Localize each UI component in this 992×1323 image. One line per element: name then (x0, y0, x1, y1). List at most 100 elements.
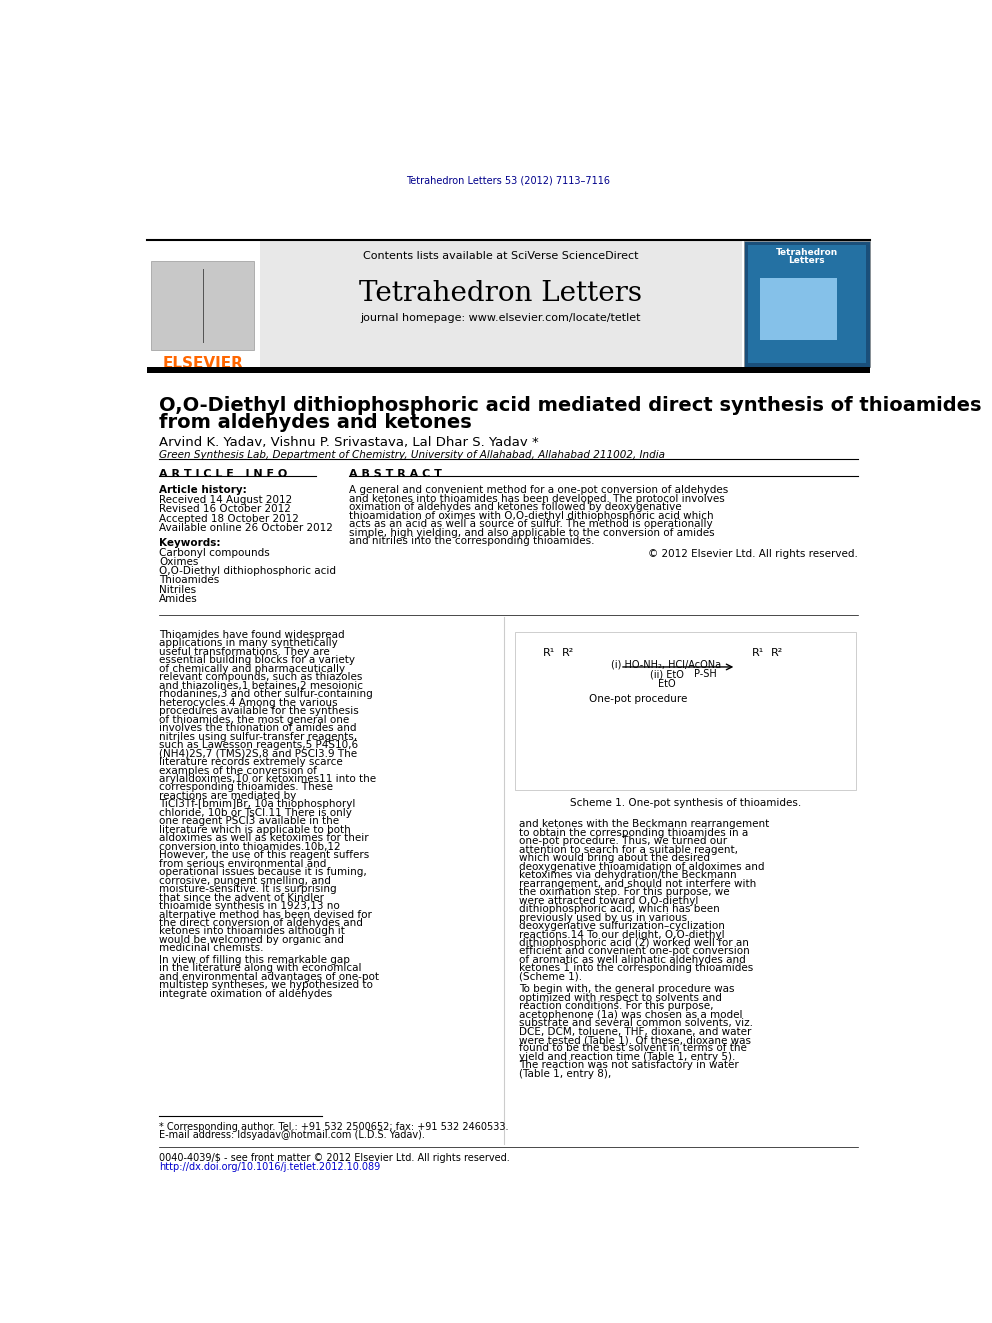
Text: Oximes: Oximes (159, 557, 198, 566)
Text: ketoximes via dehydration/the Beckmann: ketoximes via dehydration/the Beckmann (519, 871, 737, 880)
Text: A B S T R A C T: A B S T R A C T (349, 470, 441, 479)
Text: R²: R² (561, 648, 574, 658)
Text: Carbonyl compounds: Carbonyl compounds (159, 548, 270, 557)
Bar (748, 245, 866, 363)
Text: Contents lists available at SciVerse ScienceDirect: Contents lists available at SciVerse Sci… (363, 251, 639, 261)
Text: Available online 26 October 2012: Available online 26 October 2012 (159, 523, 332, 533)
Text: of chemically and pharmaceutically: of chemically and pharmaceutically (159, 664, 345, 673)
Bar (744, 241, 870, 366)
Text: acts as an acid as well a source of sulfur. The method is operationally: acts as an acid as well a source of sulf… (349, 519, 712, 529)
Text: to obtain the corresponding thioamides in a: to obtain the corresponding thioamides i… (519, 828, 749, 837)
Bar (760, 278, 837, 340)
Bar (147, 366, 870, 373)
Text: To begin with, the general procedure was: To begin with, the general procedure was (519, 984, 735, 994)
Text: from aldehydes and ketones: from aldehydes and ketones (159, 413, 471, 431)
Text: ELSEVIER: ELSEVIER (163, 356, 243, 370)
Text: oximation of aldehydes and ketones followed by deoxygenative: oximation of aldehydes and ketones follo… (349, 503, 682, 512)
Text: dithiophosphoric acid, which has been: dithiophosphoric acid, which has been (519, 904, 720, 914)
Text: Amides: Amides (159, 594, 197, 603)
Text: substrate and several common solvents, viz.: substrate and several common solvents, v… (519, 1019, 753, 1028)
Text: Thioamides: Thioamides (159, 576, 219, 585)
Text: the direct conversion of aldehydes and: the direct conversion of aldehydes and (159, 918, 363, 927)
Text: chloride, 10b or TsCl.11 There is only: chloride, 10b or TsCl.11 There is only (159, 808, 352, 818)
Text: (NH4)2S,7 (TMS)2S,8 and PSCl3.9 The: (NH4)2S,7 (TMS)2S,8 and PSCl3.9 The (159, 749, 357, 758)
Text: and thiazolines,1 betaines,2 mesoionic: and thiazolines,1 betaines,2 mesoionic (159, 681, 363, 691)
Text: Tetrahedron Letters 53 (2012) 7113–7116: Tetrahedron Letters 53 (2012) 7113–7116 (407, 176, 610, 185)
Text: R²: R² (771, 648, 784, 658)
Text: Scheme 1. One-pot synthesis of thioamides.: Scheme 1. One-pot synthesis of thioamide… (570, 798, 802, 808)
Text: (Table 1, entry 8),: (Table 1, entry 8), (519, 1069, 611, 1078)
Text: medicinal chemists.: medicinal chemists. (159, 943, 263, 954)
Text: yield and reaction time (Table 1, entry 5).: yield and reaction time (Table 1, entry … (519, 1052, 736, 1062)
Text: heterocycles.4 Among the various: heterocycles.4 Among the various (159, 697, 337, 708)
Text: Nitriles: Nitriles (159, 585, 196, 594)
Text: simple, high yielding, and also applicable to the conversion of amides: simple, high yielding, and also applicab… (349, 528, 714, 537)
Text: useful transformations. They are: useful transformations. They are (159, 647, 329, 658)
Text: DCE, DCM, toluene, THF, dioxane, and water: DCE, DCM, toluene, THF, dioxane, and wat… (519, 1027, 752, 1036)
Text: reactions are mediated by: reactions are mediated by (159, 791, 297, 800)
Text: O,O-Diethyl dithiophosphoric acid mediated direct synthesis of thioamides: O,O-Diethyl dithiophosphoric acid mediat… (159, 396, 981, 415)
Text: ketones into thioamides although it: ketones into thioamides although it (159, 926, 345, 937)
Text: acetophenone (1a) was chosen as a model: acetophenone (1a) was chosen as a model (519, 1009, 743, 1020)
Text: corresponding thioamides. These: corresponding thioamides. These (159, 782, 333, 792)
Text: dithiophosphoric acid (2) worked well for an: dithiophosphoric acid (2) worked well fo… (519, 938, 749, 949)
Text: Received 14 August 2012: Received 14 August 2012 (159, 495, 292, 505)
Text: previously used by us in various: previously used by us in various (519, 913, 687, 922)
Text: reactions.14 To our delight, O,O-diethyl: reactions.14 To our delight, O,O-diethyl (519, 930, 725, 939)
Text: http://dx.doi.org/10.1016/j.tetlet.2012.10.089: http://dx.doi.org/10.1016/j.tetlet.2012.… (159, 1162, 380, 1172)
Bar (147, 241, 260, 366)
Text: reaction conditions. For this purpose,: reaction conditions. For this purpose, (519, 1002, 714, 1011)
Text: thioamide synthesis in 1923,13 no: thioamide synthesis in 1923,13 no (159, 901, 339, 912)
Text: arylaldoximes,10 or ketoximes11 into the: arylaldoximes,10 or ketoximes11 into the (159, 774, 376, 785)
Text: deoxygenative sulfurization–cyclization: deoxygenative sulfurization–cyclization (519, 921, 725, 931)
Text: 0040-4039/$ - see front matter © 2012 Elsevier Ltd. All rights reserved.: 0040-4039/$ - see front matter © 2012 El… (159, 1152, 510, 1163)
Text: alternative method has been devised for: alternative method has been devised for (159, 909, 372, 919)
Text: literature records extremely scarce: literature records extremely scarce (159, 757, 342, 767)
Text: * Corresponding author. Tel.: +91 532 2500652; fax: +91 532 2460533.: * Corresponding author. Tel.: +91 532 25… (159, 1122, 508, 1132)
Text: EtO: EtO (658, 679, 676, 688)
Text: such as Lawesson reagents,5 P4S10,6: such as Lawesson reagents,5 P4S10,6 (159, 740, 358, 750)
Text: Green Synthesis Lab, Department of Chemistry, University of Allahabad, Allahabad: Green Synthesis Lab, Department of Chemi… (159, 450, 665, 460)
Text: A R T I C L E   I N F O: A R T I C L E I N F O (159, 470, 287, 479)
Text: one-pot procedure. Thus, we turned our: one-pot procedure. Thus, we turned our (519, 836, 727, 847)
Text: In view of filling this remarkable gap: In view of filling this remarkable gap (159, 955, 350, 964)
Text: deoxygenative thioamidation of aldoximes and: deoxygenative thioamidation of aldoximes… (519, 861, 765, 872)
Text: multistep syntheses, we hypothesized to: multistep syntheses, we hypothesized to (159, 980, 373, 991)
Text: applications in many synthetically: applications in many synthetically (159, 639, 337, 648)
Bar (516, 632, 856, 790)
Text: were attracted toward O,O-diethyl: were attracted toward O,O-diethyl (519, 896, 698, 906)
Text: relevant compounds, such as thiazoles: relevant compounds, such as thiazoles (159, 672, 362, 683)
Text: ketones 1 into the corresponding thioamides: ketones 1 into the corresponding thioami… (519, 963, 754, 974)
Text: operational issues because it is fuming,: operational issues because it is fuming, (159, 867, 367, 877)
Text: Thioamides have found widespread: Thioamides have found widespread (159, 630, 344, 640)
Text: which would bring about the desired: which would bring about the desired (519, 853, 710, 864)
Text: rearrangement, and should not interfere with: rearrangement, and should not interfere … (519, 878, 757, 889)
Text: examples of the conversion of: examples of the conversion of (159, 766, 316, 775)
Text: (ii) EtO: (ii) EtO (650, 669, 683, 679)
Text: moisture-sensitive. It is surprising: moisture-sensitive. It is surprising (159, 884, 336, 894)
Text: attention to search for a suitable reagent,: attention to search for a suitable reage… (519, 845, 738, 855)
Text: procedures available for the synthesis: procedures available for the synthesis (159, 706, 359, 716)
Text: of thioamides, the most general one: of thioamides, the most general one (159, 714, 349, 725)
Text: Arvind K. Yadav, Vishnu P. Srivastava, Lal Dhar S. Yadav *: Arvind K. Yadav, Vishnu P. Srivastava, L… (159, 437, 539, 448)
Text: thioamidation of oximes with O,O-diethyl dithiophosphoric acid which: thioamidation of oximes with O,O-diethyl… (349, 511, 713, 521)
Text: rhodanines,3 and other sulfur-containing: rhodanines,3 and other sulfur-containing (159, 689, 373, 700)
Text: P-SH: P-SH (693, 669, 716, 679)
Text: A general and convenient method for a one-pot conversion of aldehydes: A general and convenient method for a on… (349, 486, 728, 495)
Text: corrosive, pungent smelling, and: corrosive, pungent smelling, and (159, 876, 330, 885)
Text: in the literature along with economical: in the literature along with economical (159, 963, 361, 974)
Text: nitriles using sulfur-transfer reagents,: nitriles using sulfur-transfer reagents, (159, 732, 357, 742)
Text: One-pot procedure: One-pot procedure (589, 693, 687, 704)
Text: were tested (Table 1). Of these, dioxane was: were tested (Table 1). Of these, dioxane… (519, 1035, 751, 1045)
Text: essential building blocks for a variety: essential building blocks for a variety (159, 655, 355, 665)
Text: R¹: R¹ (752, 648, 764, 658)
Text: the oximation step. For this purpose, we: the oximation step. For this purpose, we (519, 888, 730, 897)
Text: involves the thionation of amides and: involves the thionation of amides and (159, 724, 356, 733)
Text: journal homepage: www.elsevier.com/locate/tetlet: journal homepage: www.elsevier.com/locat… (360, 312, 641, 323)
Text: E-mail address: ldsyadav@hotmail.com (L.D.S. Yadav).: E-mail address: ldsyadav@hotmail.com (L.… (159, 1130, 425, 1140)
Text: and ketones with the Beckmann rearrangement: and ketones with the Beckmann rearrangem… (519, 819, 770, 830)
Text: However, the use of this reagent suffers: However, the use of this reagent suffers (159, 851, 369, 860)
Text: and nitriles into the corresponding thioamides.: and nitriles into the corresponding thio… (349, 536, 594, 546)
Text: one reagent PSCl3 available in the: one reagent PSCl3 available in the (159, 816, 339, 827)
Text: and ketones into thioamides has been developed. The protocol involves: and ketones into thioamides has been dev… (349, 493, 724, 504)
